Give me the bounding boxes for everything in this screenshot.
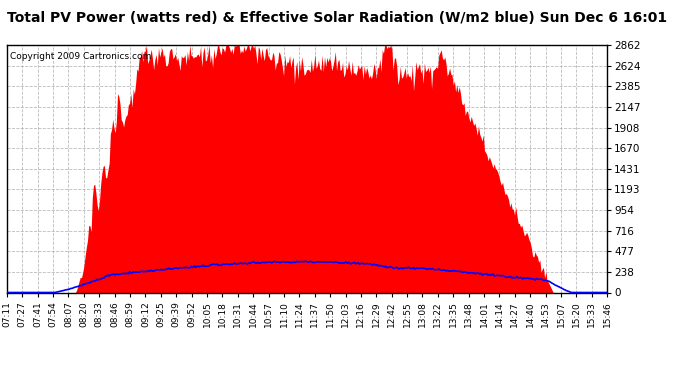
Text: Total PV Power (watts red) & Effective Solar Radiation (W/m2 blue) Sun Dec 6 16:: Total PV Power (watts red) & Effective S… [7,11,667,25]
Text: Copyright 2009 Cartronics.com: Copyright 2009 Cartronics.com [10,53,151,62]
